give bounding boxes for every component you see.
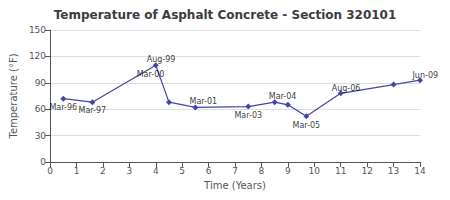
svg-text:8: 8: [259, 166, 265, 176]
svg-text:90: 90: [35, 78, 47, 88]
svg-text:Temperature of Asphalt Concret: Temperature of Asphalt Concrete - Sectio…: [54, 8, 397, 22]
svg-text:60: 60: [35, 104, 47, 114]
svg-text:Aug-06: Aug-06: [332, 84, 361, 93]
svg-text:13: 13: [388, 166, 399, 176]
svg-text:120: 120: [29, 51, 46, 61]
svg-text:Time (Years): Time (Years): [203, 180, 266, 191]
svg-text:Mar-96: Mar-96: [49, 103, 77, 112]
svg-text:9: 9: [285, 166, 291, 176]
svg-text:14: 14: [414, 166, 426, 176]
svg-text:0: 0: [40, 157, 46, 167]
svg-text:Mar-00: Mar-00: [137, 70, 165, 79]
svg-text:150: 150: [29, 25, 46, 35]
svg-text:1: 1: [74, 166, 80, 176]
svg-text:Aug-99: Aug-99: [147, 55, 176, 64]
svg-text:3: 3: [126, 166, 132, 176]
svg-text:Temperature (°F): Temperature (°F): [8, 53, 19, 139]
svg-text:6: 6: [206, 166, 212, 176]
svg-text:Mar-05: Mar-05: [293, 121, 321, 130]
svg-text:7: 7: [232, 166, 238, 176]
svg-text:Mar-01: Mar-01: [190, 97, 218, 106]
svg-text:Mar-03: Mar-03: [234, 111, 262, 120]
svg-text:5: 5: [179, 166, 185, 176]
svg-text:2: 2: [100, 166, 106, 176]
svg-text:Jun-09: Jun-09: [411, 71, 438, 80]
svg-text:30: 30: [35, 131, 47, 141]
svg-text:0: 0: [47, 166, 53, 176]
svg-text:Mar-97: Mar-97: [79, 106, 107, 115]
svg-text:12: 12: [361, 166, 372, 176]
svg-text:10: 10: [309, 166, 321, 176]
svg-text:Mar-04: Mar-04: [269, 92, 297, 101]
svg-text:11: 11: [335, 166, 346, 176]
svg-text:4: 4: [153, 166, 159, 176]
